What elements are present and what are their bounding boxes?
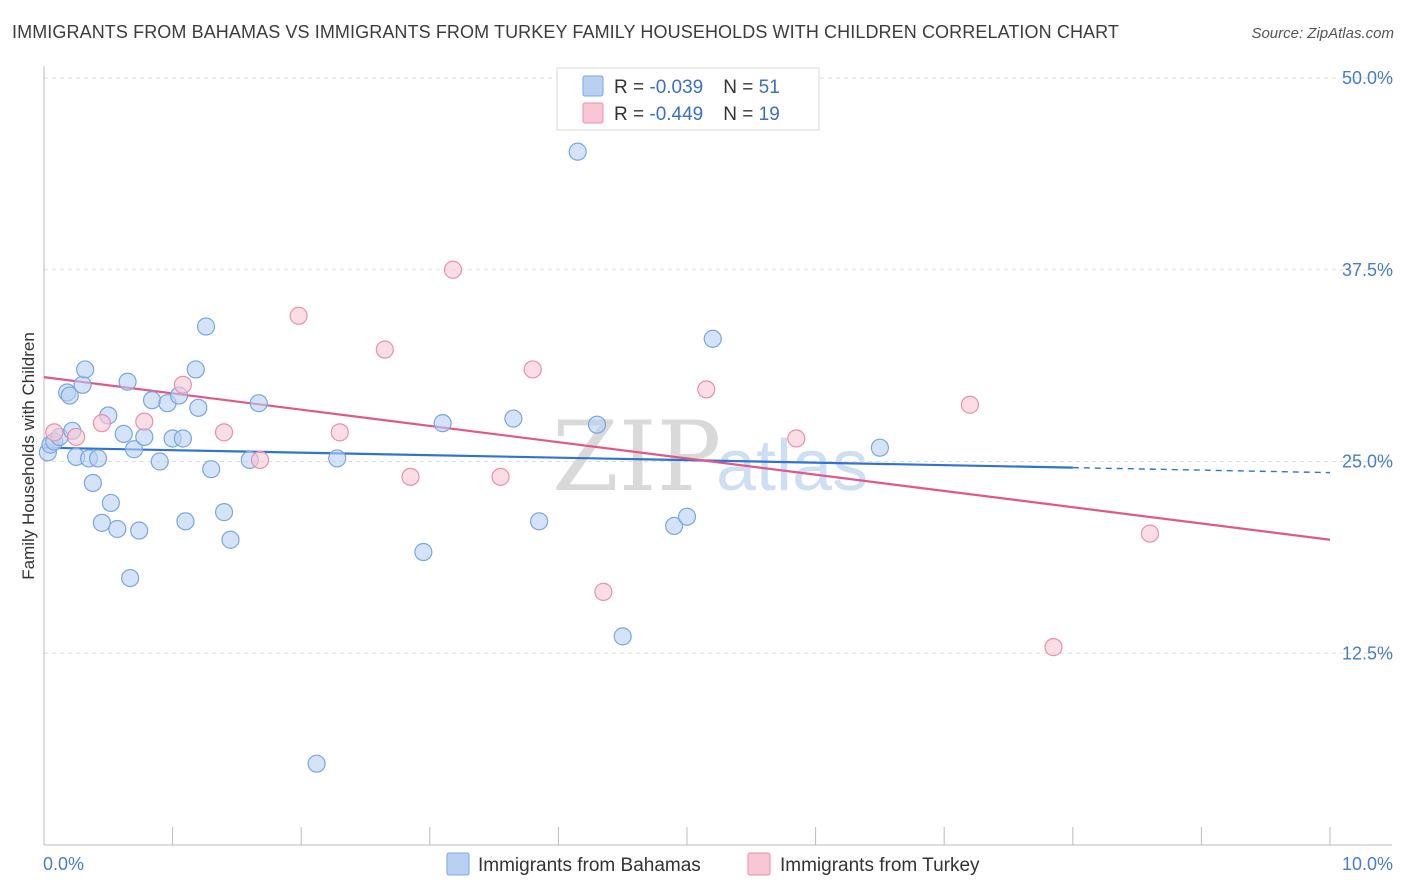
- point-turkey-1: [67, 427, 86, 447]
- point-bahamas-38: [414, 542, 433, 562]
- point-turkey-19: [1044, 638, 1063, 657]
- y-tick-label-0: 12.5%: [1342, 643, 1393, 663]
- point-bahamas-21: [130, 521, 149, 540]
- trend-line-extension-bahamas: [1072, 466, 1331, 474]
- chart-title: IMMIGRANTS FROM BAHAMAS VS IMMIGRANTS FR…: [12, 22, 1120, 42]
- stats-legend-swatch-bahamas: [582, 75, 604, 97]
- point-bahamas-35: [249, 394, 268, 413]
- legend-label-turkey: Immigrants from Turkey: [780, 855, 980, 876]
- point-turkey-5: [214, 423, 234, 442]
- point-bahamas-15: [101, 493, 120, 513]
- stats-legend-row-bahamas: R = -0.039 N = 51: [614, 77, 780, 98]
- point-bahamas-16: [108, 519, 127, 539]
- y-tick-labels: 12.5% 25.0% 37.5% 50.0%: [1342, 68, 1393, 663]
- point-bahamas-39: [433, 414, 452, 433]
- point-turkey-17: [960, 395, 980, 414]
- point-turkey-4: [173, 375, 192, 394]
- chart-source: Source: ZipAtlas.com: [1251, 25, 1394, 42]
- point-bahamas-23: [142, 391, 162, 410]
- point-bahamas-31: [196, 317, 216, 336]
- point-bahamas-36: [307, 754, 326, 773]
- stats-legend-swatch-turkey: [582, 102, 604, 124]
- bottom-legend: Immigrants from Bahamas Immigrants from …: [446, 852, 980, 876]
- point-bahamas-9: [76, 360, 95, 379]
- point-bahamas-33: [221, 530, 240, 549]
- legend-swatch-bahamas: [446, 852, 470, 876]
- point-turkey-15: [697, 380, 716, 399]
- point-bahamas-50: [186, 360, 205, 379]
- point-turkey-13: [523, 360, 542, 379]
- point-bahamas-32: [214, 503, 234, 522]
- legend-label-bahamas: Immigrants from Bahamas: [478, 855, 701, 876]
- point-turkey-11: [443, 260, 463, 279]
- y-tick-label-3: 50.0%: [1342, 68, 1393, 88]
- point-bahamas-42: [568, 142, 587, 161]
- point-bahamas-37: [328, 449, 347, 468]
- data-points: [38, 142, 1160, 773]
- point-bahamas-48: [870, 438, 890, 457]
- point-bahamas-18: [118, 372, 137, 391]
- point-bahamas-41: [530, 512, 549, 531]
- point-bahamas-47: [703, 329, 722, 348]
- point-turkey-18: [1140, 524, 1160, 543]
- point-turkey-16: [787, 429, 806, 448]
- point-turkey-6: [250, 450, 270, 470]
- point-turkey-8: [330, 423, 349, 442]
- point-turkey-9: [375, 340, 394, 359]
- point-bahamas-11: [83, 473, 102, 493]
- point-turkey-2: [92, 414, 111, 433]
- point-bahamas-30: [189, 398, 208, 417]
- point-turkey-10: [401, 467, 420, 486]
- point-bahamas-40: [504, 409, 523, 428]
- point-bahamas-19: [121, 568, 140, 588]
- point-bahamas-20: [124, 440, 144, 459]
- y-axis-title: Family Households with Children: [19, 332, 38, 580]
- point-bahamas-17: [114, 424, 133, 443]
- y-tick-label-1: 25.0%: [1342, 452, 1393, 472]
- point-bahamas-46: [677, 507, 697, 526]
- point-bahamas-24: [150, 452, 169, 471]
- stats-legend: R = -0.039 N = 51 R = -0.449 N = 19: [556, 67, 820, 131]
- point-turkey-7: [289, 306, 308, 325]
- stats-legend-row-turkey: R = -0.449 N = 19: [614, 104, 780, 125]
- x-tick-label-min: 0.0%: [43, 854, 84, 874]
- point-bahamas-45: [665, 516, 684, 536]
- gridlines: [44, 77, 1392, 654]
- point-bahamas-13: [92, 513, 111, 532]
- point-bahamas-22: [135, 427, 154, 447]
- point-turkey-12: [491, 467, 510, 486]
- point-bahamas-29: [176, 512, 195, 531]
- point-bahamas-12: [88, 449, 108, 468]
- y-tick-label-2: 37.5%: [1342, 260, 1393, 280]
- point-turkey-3: [135, 412, 154, 431]
- point-turkey-14: [594, 582, 613, 601]
- point-bahamas-5: [60, 386, 79, 405]
- trend-line-bahamas: [43, 446, 1073, 469]
- point-bahamas-28: [173, 429, 192, 448]
- point-bahamas-44: [613, 627, 632, 646]
- point-bahamas-49: [202, 460, 221, 479]
- point-bahamas-8: [73, 375, 92, 394]
- point-bahamas-43: [587, 415, 607, 434]
- legend-swatch-turkey: [747, 852, 771, 876]
- x-tick-label-max: 10.0%: [1342, 854, 1393, 874]
- point-turkey-0: [45, 423, 64, 442]
